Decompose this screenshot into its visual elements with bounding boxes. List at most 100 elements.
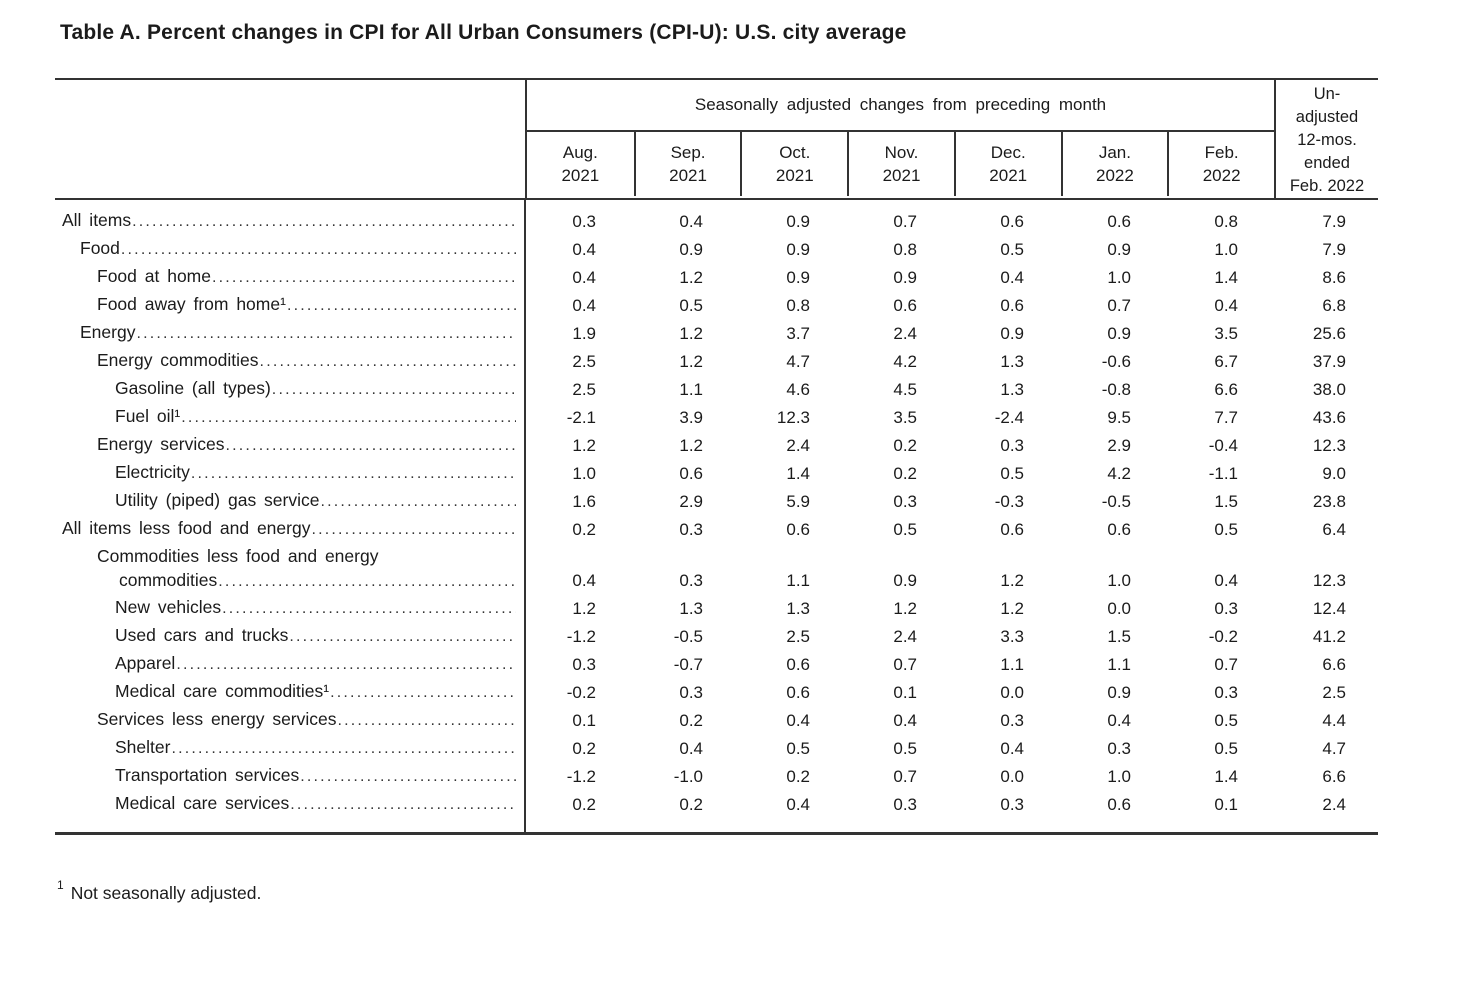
row-label-text: Transportation services — [115, 765, 300, 785]
row-label-text: commodities — [119, 570, 218, 590]
value-cell: 0.0 — [1000, 767, 1024, 786]
value-cell: 0.7 — [1107, 296, 1131, 315]
row-label-text: Food away from home¹ — [97, 294, 286, 314]
value-cell: 5.9 — [786, 492, 810, 511]
leader-dots — [132, 207, 516, 235]
unadjusted-column-header: Un- adjusted 12-mos. ended Feb. 2022 — [1274, 80, 1378, 198]
value-cell: 0.4 — [572, 571, 596, 590]
value-cell: 0.6 — [1107, 520, 1131, 539]
month-label: Jan. — [1098, 143, 1131, 162]
value-cell: 0.6 — [1107, 795, 1131, 814]
month-header-cell: Oct. 2021 — [740, 132, 847, 196]
table-row: Shelter 0.2 0.4 0.5 0.5 0.4 0.3 0.5 4.7 — [55, 734, 1378, 762]
row-label: Food away from home¹ — [55, 291, 525, 319]
value-cell: 0.4 — [893, 711, 917, 730]
row-label-text: Energy — [80, 322, 136, 342]
leader-dots — [191, 459, 516, 487]
value-cell: 0.2 — [893, 436, 917, 455]
value-cell: 2.5 — [786, 627, 810, 646]
leader-dots — [311, 515, 516, 543]
row-label-text: Food — [80, 238, 120, 258]
value-cell: 0.9 — [893, 268, 917, 287]
value-cell: 1.1 — [679, 380, 703, 399]
month-label: Sep. — [670, 143, 706, 162]
value-cell: 0.5 — [893, 739, 917, 758]
value-cell: 0.9 — [1107, 324, 1131, 343]
row-label: Energy — [55, 319, 525, 347]
value-cell: 0.4 — [572, 296, 596, 315]
value-cell: 0.3 — [1107, 739, 1131, 758]
value-cell: 43.6 — [1312, 408, 1346, 427]
row-label-text: All items less food and energy — [62, 518, 311, 538]
value-cell: 0.5 — [1214, 520, 1238, 539]
value-cell: 1.4 — [1214, 268, 1238, 287]
table-row: Food away from home¹ 0.4 0.5 0.8 0.6 0.6 0.7 0.… — [55, 291, 1378, 319]
row-label-text: Apparel — [115, 653, 176, 673]
value-cell: 3.3 — [1000, 627, 1024, 646]
value-cell: 1.2 — [572, 436, 596, 455]
value-cell: 3.5 — [1214, 324, 1238, 343]
value-cell: 0.6 — [679, 464, 703, 483]
value-cell: 2.5 — [572, 352, 596, 371]
value-cell: 0.3 — [572, 212, 596, 231]
value-cell: 6.8 — [1322, 296, 1346, 315]
row-label: Services less energy services — [55, 706, 525, 734]
value-cell: 0.1 — [572, 711, 596, 730]
footnote-marker: 1 — [57, 878, 64, 892]
table-row: Food at home 0.4 1.2 0.9 0.9 0.4 1.0 1.4 8.6 — [55, 263, 1378, 291]
month-label: Dec. — [990, 143, 1026, 162]
value-cell: -0.3 — [994, 492, 1024, 511]
year-label: 2021 — [989, 166, 1028, 185]
value-cell: -1.1 — [1208, 464, 1238, 483]
leader-dots — [222, 594, 516, 622]
value-cell: 1.3 — [679, 599, 703, 618]
value-cell: 4.2 — [893, 352, 917, 371]
value-cell: 7.9 — [1322, 212, 1346, 231]
value-cell: 0.4 — [679, 212, 703, 231]
footnote: 1 Not seasonally adjusted. — [57, 878, 1460, 904]
value-cell: 4.5 — [893, 380, 917, 399]
value-cell: -0.8 — [1101, 380, 1131, 399]
value-cell: 0.9 — [1107, 683, 1131, 702]
value-cell: 3.9 — [679, 408, 703, 427]
leader-dots — [136, 319, 516, 347]
stub-header-cell — [55, 80, 525, 198]
value-cell: 0.9 — [893, 571, 917, 590]
value-cell: 12.3 — [1312, 571, 1346, 590]
year-label: 2022 — [1202, 166, 1241, 185]
value-cell: 0.4 — [786, 711, 810, 730]
value-cell: 4.7 — [786, 352, 810, 371]
value-cell: -1.0 — [673, 767, 703, 786]
value-cell: 0.3 — [679, 683, 703, 702]
month-header-row: Aug. 2021 Sep. 2021 Oct. 2021 Nov. 2021 Dec. 2021… — [527, 132, 1274, 196]
value-cell: 0.8 — [786, 296, 810, 315]
value-cell: 2.4 — [1322, 795, 1346, 814]
value-cell: 1.9 — [572, 324, 596, 343]
value-cell: 38.0 — [1312, 380, 1346, 399]
year-label: 2021 — [775, 166, 814, 185]
table-row: Commodities less food and energy commodit… — [55, 543, 1378, 594]
value-cell: 0.2 — [679, 711, 703, 730]
row-label-text: Medical care commodities¹ — [115, 681, 330, 701]
value-cell: 0.3 — [1000, 795, 1024, 814]
value-cell: 0.3 — [1000, 436, 1024, 455]
row-label: Used cars and trucks — [55, 622, 525, 650]
value-cell: 0.6 — [786, 655, 810, 674]
row-label: Apparel — [55, 650, 525, 678]
row-label: Medical care commodities¹ — [55, 678, 525, 706]
value-cell: 2.4 — [786, 436, 810, 455]
value-cell: 0.2 — [679, 795, 703, 814]
value-cell: 0.5 — [679, 296, 703, 315]
months-header-group: Seasonally adjusted changes from precedi… — [525, 80, 1274, 198]
value-cell: 1.2 — [893, 599, 917, 618]
value-cell: 1.0 — [1107, 268, 1131, 287]
row-label-text: Energy commodities — [97, 350, 259, 370]
row-label: Food at home — [55, 263, 525, 291]
value-cell: 0.6 — [1107, 212, 1131, 231]
table-row: Energy commodities 2.5 1.2 4.7 4.2 1.3 -0.6 6.7… — [55, 347, 1378, 375]
year-label: 2021 — [669, 166, 707, 185]
row-label: Transportation services — [55, 762, 525, 790]
row-label-text: Utility (piped) gas service — [115, 490, 320, 510]
value-cell: 1.0 — [1107, 571, 1131, 590]
value-cell: 4.4 — [1322, 711, 1346, 730]
